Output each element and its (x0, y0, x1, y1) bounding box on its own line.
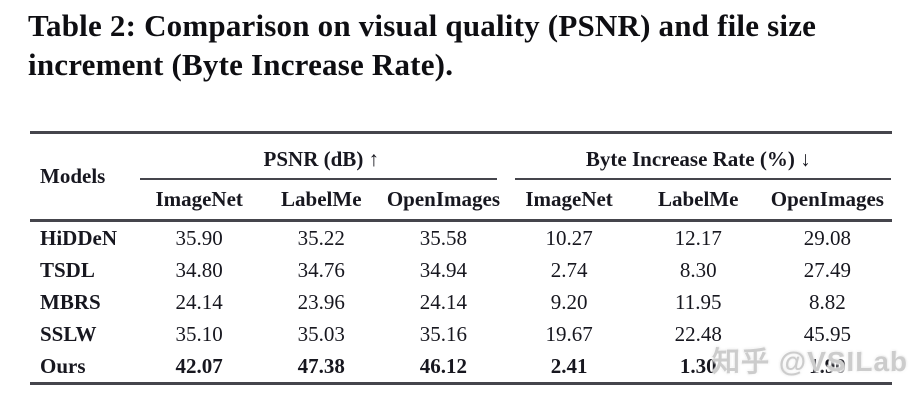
value-cell: 12.17 (674, 225, 722, 250)
table-row-tsdl: TSDL 34.80 34.76 34.94 2.74 8.30 27.49 (30, 254, 892, 286)
table-row-sslw: SSLW 35.10 35.03 35.16 19.67 22.48 45.95 (30, 318, 892, 350)
zhihu-watermark: 知乎 @VSILab (712, 346, 908, 377)
value-cell: 35.90 (175, 225, 223, 250)
value-cell: 34.80 (175, 257, 223, 282)
model-name-cell: TSDL (40, 257, 95, 282)
table-row-mbrs: MBRS 24.14 23.96 24.14 9.20 11.95 8.82 (30, 286, 892, 318)
value-cell: 45.95 (803, 321, 852, 346)
value-cell: 27.49 (803, 257, 852, 282)
value-cell: 10.27 (545, 225, 593, 250)
value-cell: 1.90 (809, 353, 846, 378)
value-cell: 22.48 (674, 321, 722, 346)
sub-header-row: ImageNet LabelMe OpenImages ImageNet Lab… (30, 180, 892, 221)
value-cell: 1.30 (679, 353, 717, 378)
value-cell: 8.82 (809, 289, 846, 314)
value-cell: 46.12 (419, 353, 468, 378)
subheader-bir-imagenet: ImageNet (525, 187, 613, 211)
subheader-psnr-openimages: OpenImages (386, 187, 501, 211)
group-header-row: Models PSNR (dB) ↑ Byte Increase Rate (%… (30, 133, 893, 188)
value-cell: 29.08 (803, 225, 852, 250)
value-cell: 35.03 (297, 321, 345, 346)
subheader-psnr-labelme: LabelMe (281, 187, 362, 211)
value-cell: 35.22 (297, 225, 345, 250)
value-cell: 35.16 (419, 321, 468, 346)
table-row-ours: Ours 42.07 47.38 46.12 2.41 1.30 1.90 (30, 350, 892, 384)
value-cell: 42.07 (175, 353, 223, 378)
value-cell: 47.38 (297, 353, 345, 378)
subheader-bir-labelme: LabelMe (657, 187, 739, 211)
value-cell: 34.76 (297, 257, 345, 282)
subheader-psnr-imagenet: ImageNet (155, 187, 243, 211)
model-name-cell: HiDDeN (40, 225, 117, 250)
table-row-hidden: HiDDeN 35.90 35.22 35.58 10.27 12.17 29.… (30, 221, 892, 255)
value-cell: 8.30 (679, 257, 717, 282)
results-table: Models PSNR (dB) ↑ Byte Increase Rate (%… (30, 131, 892, 385)
byte-increase-rate-group-header: Byte Increase Rate (%) ↓ (505, 133, 893, 181)
value-cell: 2.41 (550, 353, 588, 378)
table-caption: Table 2: Comparison on visual quality (P… (28, 8, 817, 82)
value-cell: 23.96 (297, 289, 345, 314)
value-cell: 24.14 (175, 289, 223, 314)
model-name-cell: MBRS (40, 289, 101, 314)
value-cell: 2.74 (550, 257, 588, 282)
value-cell: 35.10 (175, 321, 223, 346)
value-cell: 35.58 (419, 225, 468, 250)
value-cell: 11.95 (674, 289, 722, 314)
model-name-cell: Ours (40, 353, 86, 378)
value-cell: 19.67 (545, 321, 593, 346)
value-cell: 24.14 (419, 289, 468, 314)
value-cell: 9.20 (550, 289, 588, 314)
models-column-header: Models (40, 164, 106, 188)
psnr-group-header: PSNR (dB) ↑ (138, 133, 504, 181)
value-cell: 34.94 (419, 257, 468, 282)
subheader-bir-openimages: OpenImages (770, 187, 884, 211)
model-name-cell: SSLW (40, 321, 97, 346)
